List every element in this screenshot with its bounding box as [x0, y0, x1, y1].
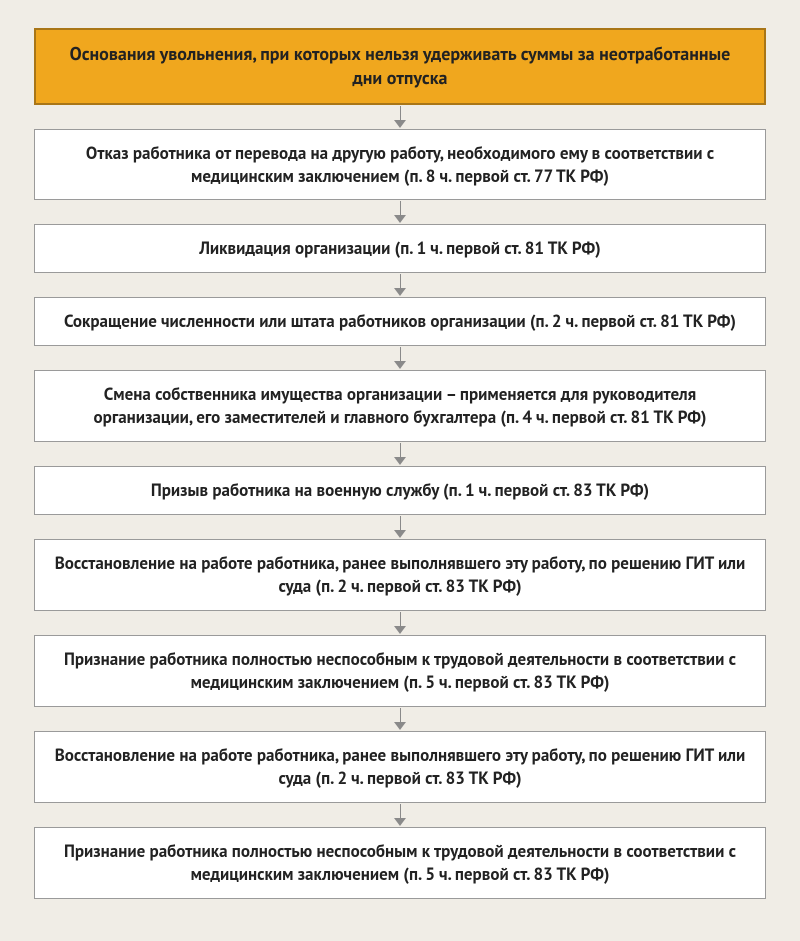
- flowchart-node: Восстановление на работе работника, ране…: [34, 539, 766, 611]
- flowchart-header-box: Основания увольнения, при которых нельзя…: [34, 28, 766, 105]
- arrow-down-icon: [390, 611, 410, 635]
- arrow-down-icon: [390, 707, 410, 731]
- flowchart-node: Призыв работника на военную службу (п. 1…: [34, 466, 766, 515]
- arrow-down-icon: [390, 105, 410, 129]
- flowchart-node: Восстановление на работе работника, ране…: [34, 731, 766, 803]
- flowchart-node: Признание работника полностью неспособны…: [34, 635, 766, 707]
- arrow-down-icon: [390, 442, 410, 466]
- flowchart-page: Основания увольнения, при которых нельзя…: [0, 0, 800, 941]
- flowchart-node: Ликвидация организации (п. 1 ч. первой с…: [34, 224, 766, 273]
- arrow-down-icon: [390, 803, 410, 827]
- flowchart-node: Признание работника полностью неспособны…: [34, 827, 766, 899]
- flowchart-node: Смена собственника имущества организации…: [34, 370, 766, 442]
- arrow-down-icon: [390, 200, 410, 224]
- arrow-down-icon: [390, 515, 410, 539]
- arrow-down-icon: [390, 346, 410, 370]
- arrow-down-icon: [390, 273, 410, 297]
- flowchart-node: Отказ работника от перевода на другую ра…: [34, 129, 766, 201]
- flowchart-node: Сокращение численности или штата работни…: [34, 297, 766, 346]
